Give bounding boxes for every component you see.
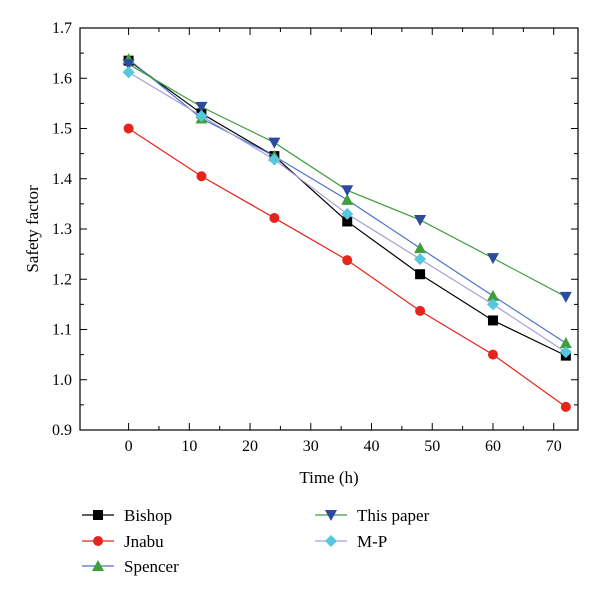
series-spencer [122, 53, 572, 349]
data-point [559, 337, 572, 349]
data-point [414, 242, 427, 254]
y-tick-label: 1.2 [52, 271, 72, 288]
y-tick-label: 1.3 [52, 221, 72, 238]
series-this-paper [122, 59, 572, 303]
legend-label: This paper [357, 506, 430, 525]
data-point [196, 171, 207, 182]
y-tick-label: 0.9 [52, 422, 72, 439]
data-point [195, 101, 208, 113]
data-point [122, 66, 135, 79]
legend-label: Bishop [124, 506, 172, 525]
legend: Bishop Jnabu Spencer This paper M-P [82, 506, 430, 576]
data-point [268, 153, 281, 166]
x-axis-label: Time (h) [299, 468, 358, 487]
y-tick-label: 1.7 [52, 20, 72, 37]
x-tick-label: 50 [424, 438, 440, 455]
data-point [414, 253, 427, 266]
data-point [559, 346, 572, 359]
data-point [486, 253, 499, 265]
y-tick-label: 1.1 [52, 322, 72, 339]
legend-marker [92, 560, 104, 571]
x-tick-label: 0 [125, 438, 133, 455]
legend-label: Jnabu [124, 532, 164, 551]
legend-item: Jnabu [82, 532, 164, 551]
data-point [414, 214, 427, 226]
x-tick-label: 30 [303, 438, 319, 455]
series-jnabu [123, 123, 571, 412]
series-layer [122, 53, 572, 412]
data-point [486, 298, 499, 311]
x-tick-label: 70 [546, 438, 562, 455]
data-point [195, 109, 208, 122]
series-m-p [122, 66, 572, 359]
data-point [269, 212, 280, 223]
data-point [122, 59, 135, 71]
legend-marker [325, 535, 337, 547]
legend-marker [93, 536, 103, 546]
legend-item: Bishop [82, 506, 172, 525]
legend-item: Spencer [82, 557, 179, 576]
y-tick-label: 1.6 [52, 70, 72, 87]
data-point [123, 123, 134, 134]
legend-label: M-P [357, 532, 387, 551]
data-point [487, 349, 498, 360]
x-tick-labels: 0 10 20 30 40 50 60 70 [125, 438, 562, 455]
y-axis-label: Safety factor [23, 185, 42, 273]
x-tick-label: 40 [364, 438, 380, 455]
axis-ticks [80, 27, 578, 431]
legend-item: M-P [315, 532, 387, 551]
x-tick-label: 20 [242, 438, 258, 455]
y-tick-labels: 0.9 1.0 1.1 1.2 1.3 1.4 1.5 1.6 1.7 [52, 20, 72, 439]
data-point [487, 315, 498, 326]
y-tick-label: 1.4 [52, 171, 72, 188]
legend-marker [325, 510, 337, 521]
data-point [268, 137, 281, 149]
y-tick-label: 1.5 [52, 121, 72, 138]
x-tick-label: 60 [485, 438, 501, 455]
x-tick-label: 10 [181, 438, 197, 455]
data-point [341, 207, 354, 220]
data-point [341, 193, 354, 205]
y-tick-label: 1.0 [52, 372, 72, 389]
data-point [560, 401, 571, 412]
data-point [415, 269, 426, 280]
data-point [486, 289, 499, 301]
data-point [342, 216, 353, 227]
legend-label: Spencer [124, 557, 179, 576]
data-point [415, 305, 426, 316]
data-point [559, 291, 572, 303]
series-line [128, 127, 567, 408]
legend-marker [93, 510, 103, 520]
data-point [342, 255, 353, 266]
legend-item: This paper [315, 506, 430, 525]
data-point [341, 185, 354, 197]
